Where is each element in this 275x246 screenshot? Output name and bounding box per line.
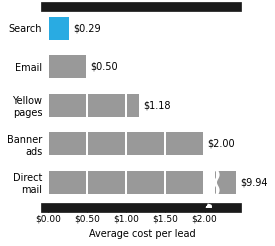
Bar: [49, 55, 86, 78]
Bar: [166, 132, 204, 155]
Bar: [227, 171, 228, 194]
Bar: [127, 132, 164, 155]
Bar: [223, 171, 224, 194]
Bar: [49, 171, 86, 194]
Bar: [237, 171, 238, 194]
Bar: [216, 171, 236, 194]
Bar: [49, 94, 86, 117]
Text: $1.18: $1.18: [143, 100, 171, 110]
Bar: [226, 171, 227, 194]
Bar: [166, 171, 204, 194]
Bar: [88, 171, 125, 194]
X-axis label: Average cost per lead: Average cost per lead: [89, 229, 195, 239]
Bar: [88, 94, 125, 117]
Bar: [127, 171, 164, 194]
Bar: [49, 16, 70, 40]
Text: $2.00: $2.00: [207, 139, 235, 149]
Text: $0.50: $0.50: [90, 62, 117, 72]
Bar: [234, 171, 235, 194]
Bar: [88, 132, 125, 155]
Text: $0.29: $0.29: [73, 23, 101, 33]
Bar: [230, 171, 231, 194]
Bar: [206, 170, 215, 194]
Bar: [219, 171, 220, 194]
Text: $9.94: $9.94: [240, 177, 268, 187]
Bar: [206, 171, 216, 194]
Bar: [49, 132, 86, 155]
Bar: [127, 94, 139, 117]
